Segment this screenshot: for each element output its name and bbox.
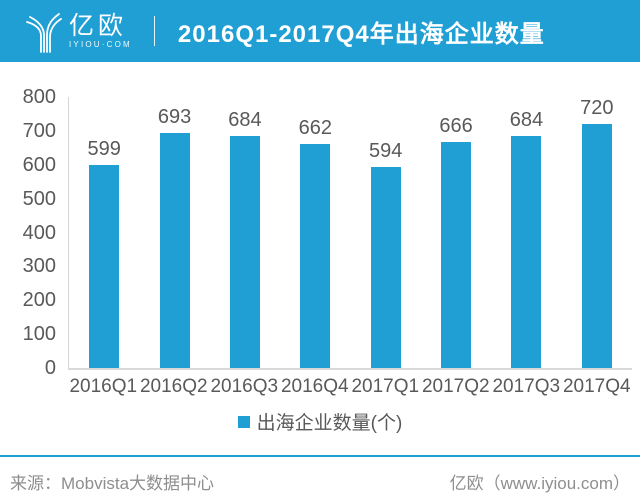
bar-value-label: 666 — [439, 115, 473, 138]
x-tick-label: 2017Q2 — [421, 376, 490, 397]
site-text: 亿欧（www.iyiou.com） — [449, 474, 630, 493]
y-tick-label: 700 — [22, 119, 56, 142]
y-tick-label: 300 — [22, 255, 56, 278]
iyiou-logo: 亿欧 IYIOU·COM — [26, 9, 132, 53]
bar — [511, 136, 542, 368]
chart-legend: 出海企业数量(个) — [0, 408, 640, 435]
bar — [229, 136, 260, 368]
bar-value-label: 662 — [298, 116, 332, 139]
bar — [300, 143, 331, 368]
bar — [441, 142, 472, 368]
y-tick-label: 0 — [44, 357, 56, 379]
x-tick-label: 2017Q4 — [562, 376, 631, 397]
legend-swatch — [237, 415, 250, 428]
x-tick-label: 2016Q3 — [210, 376, 279, 397]
bar-value-label: 594 — [369, 139, 403, 162]
iyiou-logo-icon — [26, 13, 62, 53]
bar-slot: 662 — [280, 97, 350, 368]
bar-value-label: 693 — [157, 106, 192, 129]
bar-slot: 693 — [139, 97, 209, 368]
x-tick-label: 2017Q3 — [492, 376, 561, 397]
footer: 来源：Mobvista大数据中心 亿欧（www.iyiou.com） — [0, 469, 640, 494]
x-tick-label: 2017Q1 — [351, 376, 420, 397]
bar-value-label: 720 — [580, 97, 614, 120]
page-title: 2016Q1-2017Q4年出海企业数量 — [177, 20, 545, 48]
logo-text-block: 亿欧 IYIOU·COM — [69, 13, 132, 49]
bar-slot: 684 — [210, 97, 280, 368]
bar-slot: 599 — [69, 97, 139, 368]
bar-value-label: 684 — [509, 109, 544, 132]
y-tick-label: 800 — [22, 86, 56, 108]
header-divider — [153, 16, 155, 46]
y-tick-label: 500 — [22, 187, 56, 210]
bar — [370, 166, 401, 368]
bar-slot: 720 — [562, 97, 632, 368]
source-text: 来源：Mobvista大数据中心 — [10, 474, 215, 493]
y-tick-label: 400 — [22, 221, 56, 244]
bar-value-label: 599 — [87, 138, 121, 161]
header-banner: 亿欧 IYIOU·COM 2016Q1-2017Q4年出海企业数量 — [0, 0, 640, 62]
footer-divider-line — [0, 455, 640, 457]
y-tick-label: 200 — [22, 289, 56, 312]
x-axis-labels: 2016Q1 2016Q2 2016Q3 2016Q4 2017Q1 2017Q2 2017… — [68, 376, 632, 398]
x-tick-label: 2016Q1 — [69, 376, 138, 397]
x-tick-label: 2016Q2 — [139, 376, 208, 397]
bar — [159, 133, 190, 368]
bar-slot: 594 — [351, 97, 421, 368]
y-axis: 0 100 200 300 400 500 600 700 800 — [0, 87, 56, 378]
bar — [89, 165, 120, 368]
x-tick-label: 2016Q4 — [280, 376, 349, 397]
bar-slot: 684 — [491, 97, 561, 368]
legend-label: 出海企业数量(个) — [256, 413, 403, 434]
logo-subtext: IYIOU·COM — [69, 40, 132, 49]
y-tick-label: 600 — [22, 153, 56, 176]
bar-slot: 666 — [421, 97, 491, 368]
plot-area: 599 693 684 662 594 666 684 720 — [68, 97, 632, 368]
bar-value-label: 684 — [228, 109, 262, 132]
x-axis-line — [68, 368, 632, 370]
bar — [581, 124, 612, 368]
y-tick-label: 100 — [22, 323, 56, 346]
logo-name: 亿欧 — [69, 12, 128, 40]
